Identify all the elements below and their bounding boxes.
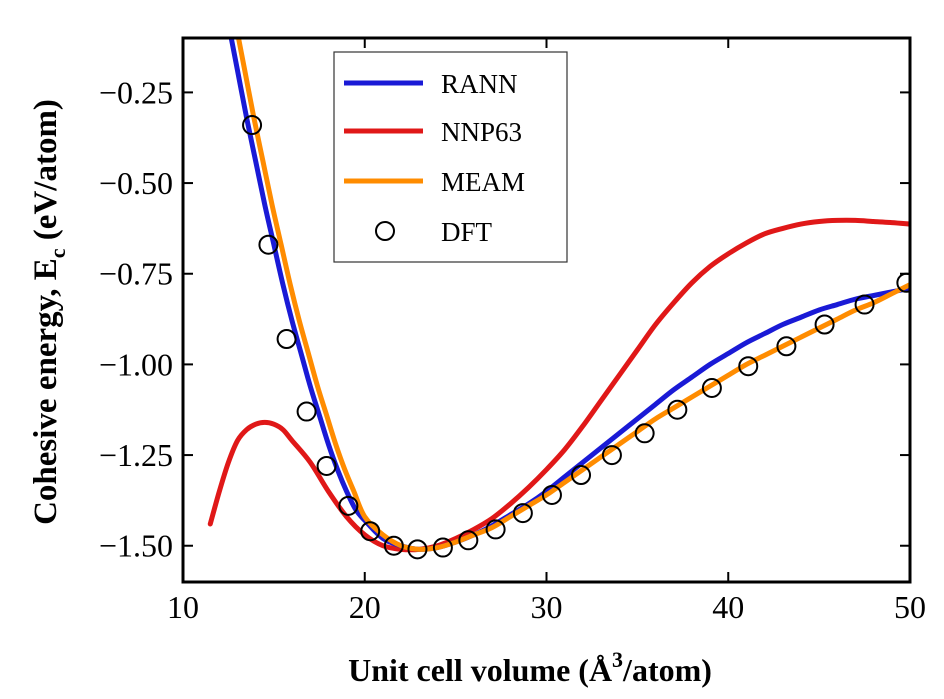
legend-marker-dft xyxy=(375,221,395,241)
dft-point xyxy=(258,234,279,255)
series-line-rann xyxy=(228,38,910,552)
dft-point xyxy=(485,519,506,540)
dft-point xyxy=(383,535,404,556)
x-tick-label: 30 xyxy=(531,589,563,625)
dft-point xyxy=(541,484,562,505)
dft-point xyxy=(407,539,428,560)
series-line-nnp63 xyxy=(207,217,910,553)
dft-point xyxy=(854,294,875,315)
dft-point xyxy=(338,495,359,516)
y-tick-label: −0.25 xyxy=(99,74,173,110)
legend-box xyxy=(333,51,568,263)
dft-point xyxy=(316,455,337,476)
x-tick-label: 20 xyxy=(349,589,381,625)
y-axis-title: Cohesive energy, Ec (eV/atom) xyxy=(28,99,70,525)
legend-entry-dft: DFT xyxy=(375,217,493,247)
dft-point xyxy=(701,377,722,398)
legend-entry-rann: RANN xyxy=(344,69,518,99)
legend-label-dft: DFT xyxy=(441,217,493,247)
tick-layer: 10 20 30 40 50 −1.50 −1.25 −1.00 −0.75 −0.50 −0.25 xyxy=(99,38,926,625)
dft-point xyxy=(814,314,835,335)
plot-frame xyxy=(181,36,912,584)
series-layer xyxy=(207,38,910,560)
dft-point xyxy=(634,423,655,444)
dft-point xyxy=(738,356,759,377)
dft-point xyxy=(512,503,533,524)
dft-point xyxy=(776,336,797,357)
dft-point xyxy=(296,401,317,422)
y-tick-label: −1.25 xyxy=(99,437,173,473)
legend-label-nnp63: NNP63 xyxy=(441,117,522,147)
dft-point xyxy=(276,329,297,350)
dft-point xyxy=(360,521,381,542)
y-tick-label: −0.50 xyxy=(99,165,173,201)
dft-point xyxy=(601,445,622,466)
dft-point xyxy=(667,399,688,420)
legend-entry-meam: MEAM xyxy=(344,167,525,197)
x-tick-label: 10 xyxy=(167,589,199,625)
legend-label-meam: MEAM xyxy=(441,167,525,197)
legend-label-rann: RANN xyxy=(441,69,518,99)
dft-point xyxy=(432,537,453,558)
y-tick-label: −1.00 xyxy=(99,346,173,382)
dft-point xyxy=(458,530,479,551)
legend-entry-nnp63: NNP63 xyxy=(344,117,522,147)
dft-point xyxy=(571,465,592,486)
legend: RANN NNP63 MEAM DFT xyxy=(333,51,568,263)
y-tick-label: −1.50 xyxy=(99,528,173,564)
y-tick-label: −0.75 xyxy=(99,256,173,292)
x-axis-title: Unit cell volume (Å3/atom) xyxy=(348,647,712,688)
dft-point xyxy=(242,115,263,136)
x-tick-label: 40 xyxy=(712,589,744,625)
x-tick-label: 50 xyxy=(894,589,926,625)
